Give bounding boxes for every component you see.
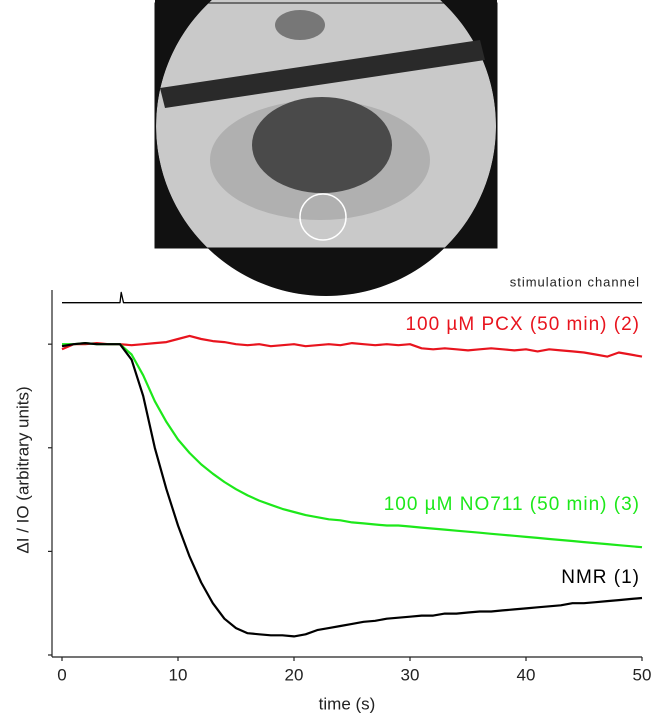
series-label: 100 µM NO711 (50 min) (3) [384, 494, 640, 515]
x-tick-label: 10 [169, 665, 188, 684]
x-tick-label: 20 [285, 665, 304, 684]
x-tick-label: 30 [401, 665, 420, 684]
series-label: stimulation channel [510, 274, 640, 289]
x-tick-label: 50 [633, 665, 652, 684]
microscope-image [154, 0, 498, 296]
series-line [61, 342, 643, 638]
x-axis-label: time (s) [319, 694, 376, 713]
series-line [62, 291, 642, 304]
y-axis-label: ΔI / IO (arbitrary units) [13, 386, 32, 553]
series-line [61, 334, 643, 358]
series-line [62, 342, 643, 549]
series-label: 100 µM PCX (50 min) (2) [405, 314, 640, 335]
x-tick-label: 0 [57, 665, 66, 684]
series-label: NMR (1) [561, 567, 640, 588]
x-tick-label: 40 [517, 665, 536, 684]
